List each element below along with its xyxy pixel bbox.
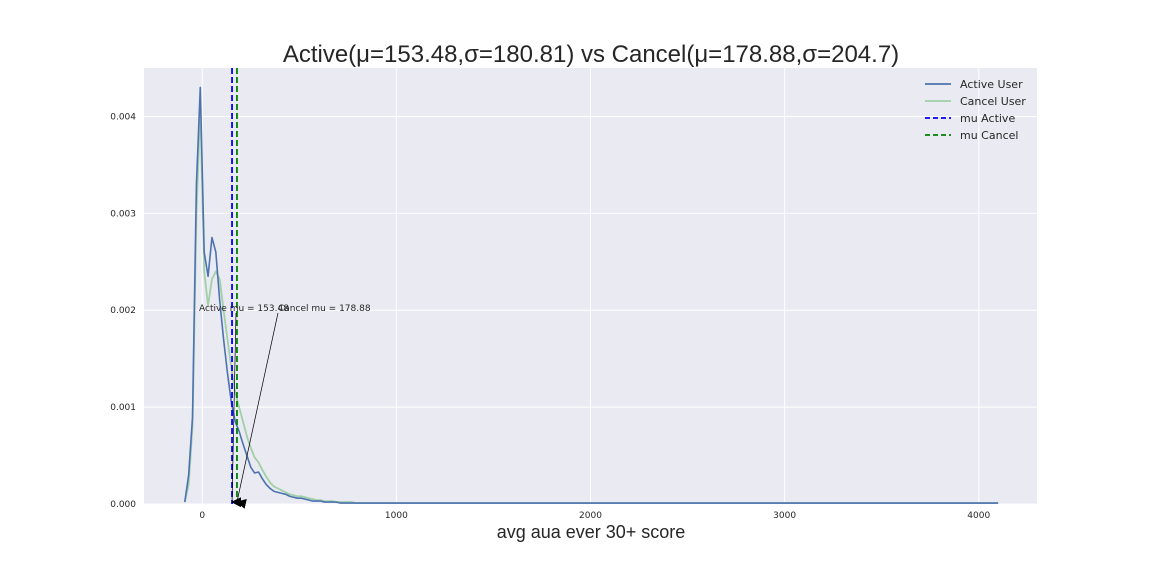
legend: Active User Cancel User mu Active mu Cancel	[925, 78, 1026, 142]
y-tick-label: 0.000	[110, 500, 136, 510]
x-tick-label: 1000	[385, 511, 408, 521]
legend-label: mu Cancel	[960, 129, 1018, 142]
x-tick-label: 4000	[967, 511, 990, 521]
active-user-line	[183, 86, 999, 504]
y-tick-label: 0.003	[110, 209, 136, 219]
annotation-arrow	[231, 312, 242, 508]
annotation-arrow	[235, 312, 279, 509]
chart-title: Active(μ=153.48,σ=180.81) vs Cancel(μ=17…	[283, 41, 899, 68]
annotation-active-mu: Active mu = 153.48	[199, 304, 289, 314]
y-tick-label: 0.002	[110, 306, 136, 316]
series-group	[183, 86, 999, 504]
x-tick-label: 3000	[773, 511, 796, 521]
x-tick-label: 2000	[579, 511, 602, 521]
y-tick-label: 0.001	[110, 403, 136, 413]
grid-lines	[144, 68, 1037, 505]
x-axis-label: avg aua ever 30+ score	[497, 522, 686, 542]
legend-label: mu Active	[960, 112, 1015, 125]
mean-lines	[231, 68, 238, 504]
y-axis-ticks: 0.000 0.001 0.002 0.003 0.004	[110, 112, 136, 510]
annotation-cancel-mu: Cancel mu = 178.88	[278, 304, 371, 314]
legend-label: Active User	[960, 78, 1023, 91]
legend-label: Cancel User	[960, 95, 1026, 108]
x-tick-label: 0	[199, 511, 205, 521]
x-axis-ticks: 0 1000 2000 3000 4000	[199, 511, 990, 521]
y-tick-label: 0.004	[110, 112, 136, 122]
